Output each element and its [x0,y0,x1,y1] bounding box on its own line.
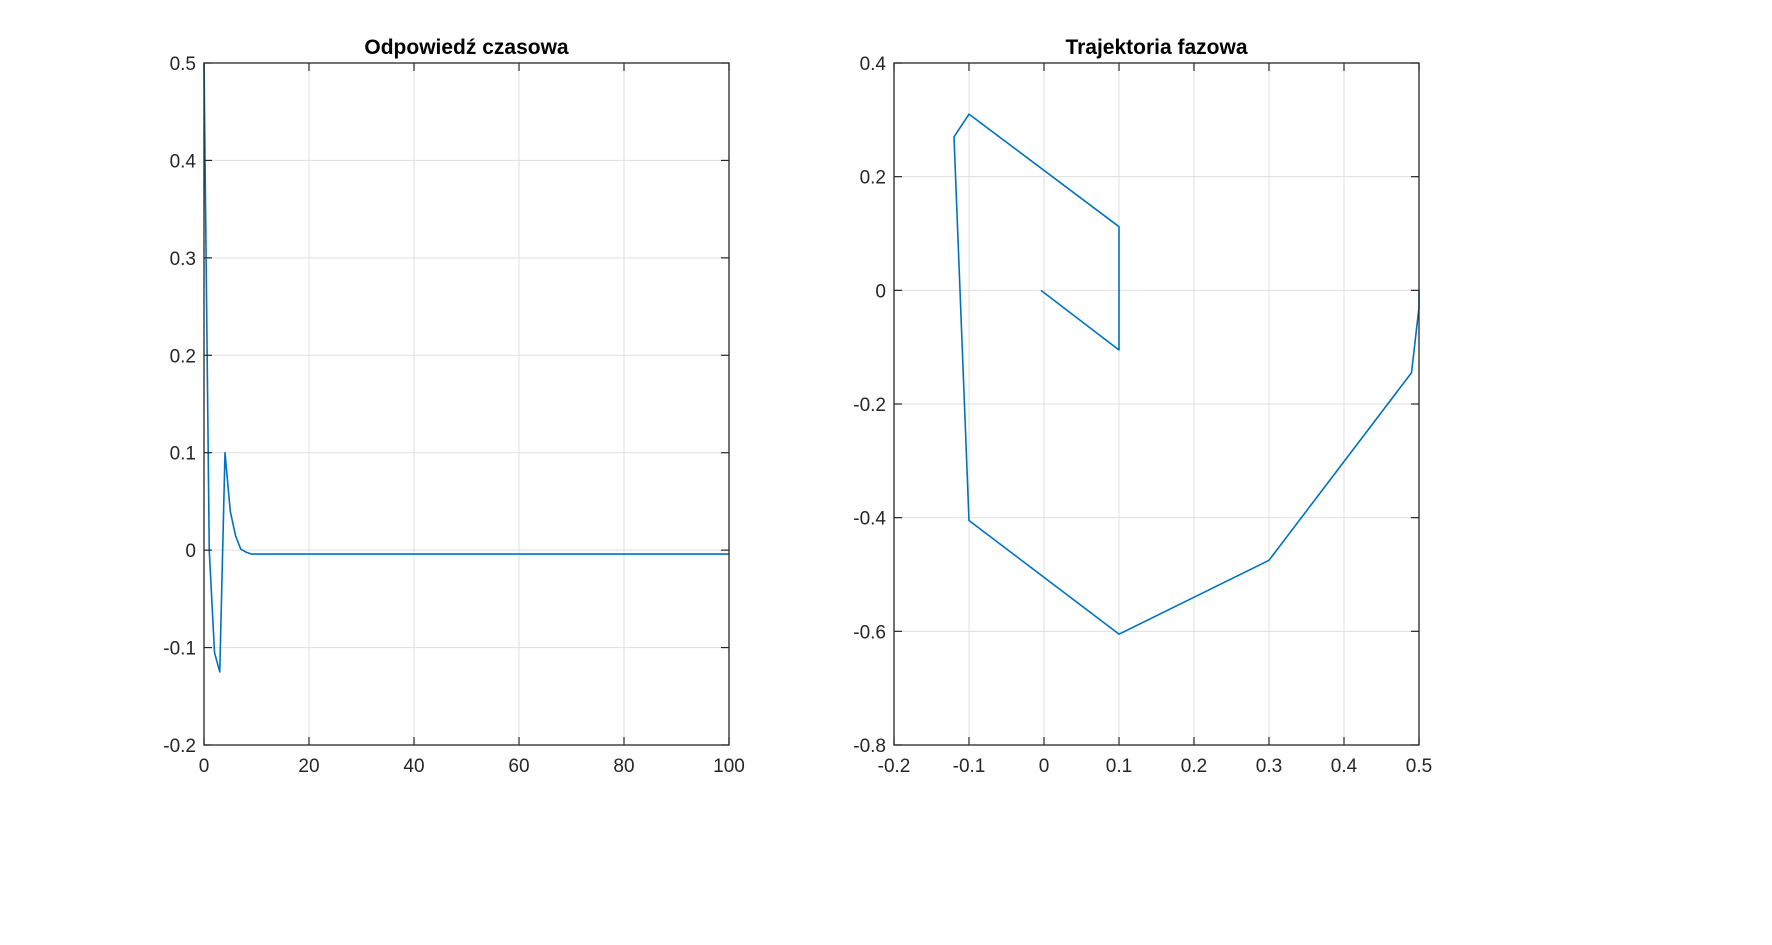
phase-trajectory-ticks: -0.2 -0.1 0 0.1 0.2 0.3 0.4 0.5 -0.8 -0.6 -0.4 -0.2… [853,54,1432,777]
time-response-y-tick-label: -0.1 [163,639,196,660]
time-response-x-tick-label: 0 [199,756,210,777]
time-response-frame [203,62,730,746]
time-response-ticks: 0 20 40 60 80 100 -0.2 -0.1 0 0.1 0.2 0.3 0.4 0.5 [163,54,745,777]
phase-trajectory-x-tick-label: -0.1 [953,756,986,777]
time-response-axes: 0 20 40 60 80 100 -0.2 -0.1 0 0.1 0.2 0.3 0.4 0.5 Odp… [163,36,745,777]
phase-trajectory-x-tick-label: 0 [1039,756,1050,777]
time-response-x-tick-label: 100 [713,756,745,777]
phase-trajectory-y-tick-label: 0.4 [860,54,887,75]
time-response-y-tick-label: 0.3 [170,249,196,270]
phase-trajectory-axes: -0.2 -0.1 0 0.1 0.2 0.3 0.4 0.5 -0.8 -0.6 -0.4 -0.2… [853,36,1432,777]
phase-trajectory-series-line [953,113,1420,635]
phase-trajectory-x-tick-label: 0.5 [1406,756,1432,777]
time-response-series-line [203,62,729,673]
time-response-y-tick-label: 0.1 [170,444,196,465]
time-response-y-tick-label: 0.4 [170,151,197,172]
phase-trajectory-x-tick-label: 0.4 [1331,756,1358,777]
time-response-y-tick-label: -0.2 [163,736,196,757]
phase-trajectory-x-tick-label: 0.2 [1181,756,1207,777]
time-response-y-tick-label: 0.5 [170,54,196,75]
phase-trajectory-x-tick-label: -0.2 [878,756,911,777]
time-response-series [203,62,729,673]
time-response-x-tick-label: 20 [298,756,319,777]
phase-trajectory-x-tick-label: 0.3 [1256,756,1282,777]
phase-trajectory-title: Trajektoria fazowa [1065,36,1247,59]
time-response-x-tick-label: 60 [508,756,529,777]
time-response-grid [204,63,729,745]
time-response-y-tick-label: 0 [185,541,196,562]
time-response-y-tick-label: 0.2 [170,346,196,367]
phase-trajectory-y-tick-label: -0.2 [853,395,886,416]
phase-trajectory-y-tick-label: -0.4 [853,509,886,530]
time-response-x-tick-label: 40 [403,756,424,777]
phase-trajectory-series [953,113,1420,635]
phase-trajectory-x-tick-label: 0.1 [1106,756,1132,777]
phase-trajectory-y-tick-label: 0 [875,281,886,302]
phase-trajectory-y-tick-label: -0.6 [853,622,886,643]
phase-trajectory-y-tick-label: 0.2 [860,168,886,189]
phase-trajectory-grid [894,63,1419,745]
time-response-x-tick-label: 80 [613,756,634,777]
phase-trajectory-y-tick-label: -0.8 [853,736,886,757]
time-response-title: Odpowiedź czasowa [364,36,569,59]
